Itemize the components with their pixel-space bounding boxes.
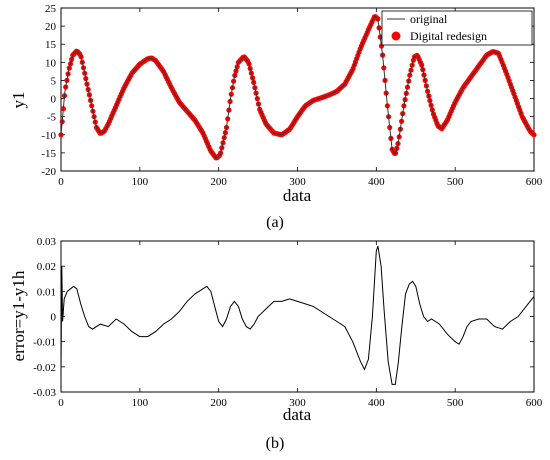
x-tick-label-a: 500: [447, 176, 464, 188]
x-tick-label-a: 300: [289, 176, 306, 188]
y-tick-label-a: 20: [45, 21, 57, 33]
y-axis-a: -20 -15 -10 -5 0 5 10 15 20 25: [41, 3, 534, 178]
y-tick-label-a: 10: [45, 57, 57, 69]
y-tick-label-b: 0.02: [37, 261, 56, 273]
y-axis-label-b: error=y1-y1h: [9, 270, 28, 361]
y-axis-b: -0.03 -0.02 -0.01 0 0.01 0.02 0.03: [33, 236, 534, 399]
legend-marker-digital-redesign: [391, 31, 401, 41]
series-line-original: [60, 15, 535, 160]
x-tick-label-b: 600: [526, 397, 543, 409]
y-tick-label-b: -0.02: [33, 362, 56, 374]
caption-a: (a): [266, 214, 284, 231]
series-area-b: [60, 245, 535, 385]
y-tick-label-a: 25: [45, 3, 57, 15]
x-tick-label-a: 100: [132, 176, 149, 188]
x-tick-label-a: 600: [526, 176, 543, 188]
x-tick-label-a: 200: [210, 176, 227, 188]
x-axis-label-b: data: [283, 405, 312, 424]
x-tick-label-b: 300: [289, 397, 306, 409]
y-tick-label-a: -10: [41, 130, 56, 142]
y-tick-label-a: 15: [45, 39, 57, 51]
y-axis-label-a: y1: [9, 92, 28, 109]
plot-area-b: [60, 240, 535, 393]
series-line-error: [60, 245, 535, 385]
x-tick-label-a: 0: [58, 176, 64, 188]
x-tick-label-b: 100: [132, 397, 149, 409]
x-tick-label-a: 400: [368, 176, 385, 188]
y-tick-label-a: 0: [51, 94, 57, 106]
y-tick-label-a: -15: [41, 148, 56, 160]
chart-b: -0.03 -0.02 -0.01 0 0.01 0.02 0.03 0 100 200 300 4…: [9, 236, 543, 452]
legend-box-a: [381, 10, 533, 46]
y-tick-label-a: -20: [41, 166, 56, 178]
y-tick-label-b: 0.03: [37, 236, 57, 248]
x-tick-label-b: 500: [447, 397, 464, 409]
y-tick-label-a: -5: [47, 112, 57, 124]
caption-b: (b): [266, 435, 285, 452]
y-tick-label-b: 0.01: [37, 286, 56, 298]
y-tick-label-a: 5: [51, 75, 57, 87]
x-axis-b: 0 100 200 300 400 500 600: [58, 241, 543, 409]
legend-a: original Digital redesign: [381, 10, 533, 46]
x-axis-label-a: data: [283, 186, 312, 205]
y-tick-label-b: -0.01: [33, 337, 56, 349]
legend-label-digital-redesign: Digital redesign: [410, 29, 487, 43]
legend-label-original: original: [410, 12, 448, 26]
chart-a: -20 -15 -10 -5 0 5 10 15 20 25 0 100 200 300 400 500 60…: [9, 3, 543, 231]
x-axis-a: 0 100 200 300 400 500 600: [58, 8, 543, 188]
x-tick-label-b: 200: [210, 397, 227, 409]
x-tick-label-b: 400: [368, 397, 385, 409]
series-area-a: [58, 14, 537, 161]
y-tick-label-b: -0.03: [33, 387, 56, 399]
x-tick-label-b: 0: [58, 397, 64, 409]
y-tick-label-b: 0: [51, 312, 57, 324]
